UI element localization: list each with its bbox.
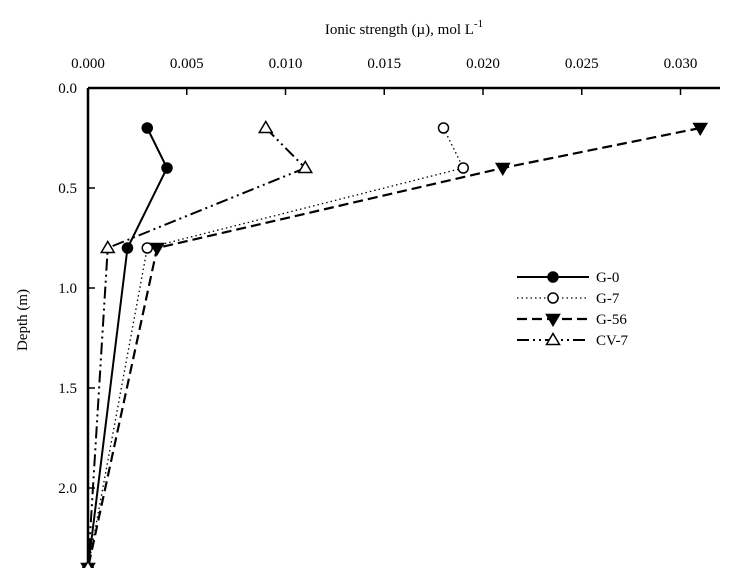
x-tick-label: 0.010 (269, 56, 303, 72)
x-tick-label: 0.015 (367, 56, 401, 72)
axes (86, 86, 720, 568)
x-tick-label: 0.005 (170, 56, 204, 72)
data-point (457, 162, 469, 174)
legend-marker (545, 313, 561, 327)
data-point (161, 162, 173, 174)
x-axis-title-superscript: -1 (474, 18, 483, 30)
x-tick-label: 0.000 (71, 56, 105, 72)
legend-marker (547, 271, 559, 283)
legend: G-0 G-7 G-56 CV-7 (517, 270, 628, 349)
y-tick-label: 0.0 (58, 81, 77, 97)
data-point (149, 242, 165, 256)
series-line (86, 126, 701, 568)
legend-item: G-7 (517, 291, 620, 307)
x-tick-label: 0.020 (466, 56, 500, 72)
x-ticks: 0.000 0.005 0.010 0.015 0.020 0.025 0.030 (71, 56, 697, 95)
y-tick-label: 1.0 (58, 281, 77, 297)
x-tick-label: 0.025 (565, 56, 599, 72)
series-cv-7 (83, 120, 314, 568)
data-point (141, 242, 153, 254)
series-g-0 (82, 122, 173, 568)
data-point (494, 162, 511, 176)
series-line (87, 127, 169, 568)
data-point (83, 560, 93, 568)
series-line (87, 127, 465, 568)
legend-label: G-7 (596, 291, 620, 307)
y-tick-label: 1.5 (58, 381, 77, 397)
legend-marker (545, 332, 561, 346)
data-point (121, 242, 134, 254)
data-point (257, 120, 274, 134)
x-axis-title: Ionic strength (µ), mol L-1 (325, 18, 483, 38)
legend-item: G-56 (517, 312, 627, 328)
legend-item: G-0 (517, 270, 619, 286)
legend-label: G-0 (596, 270, 619, 286)
data-point (99, 240, 116, 254)
data-point (437, 122, 450, 134)
legend-marker (547, 292, 559, 304)
series-line (87, 127, 308, 568)
series-g-7 (82, 122, 469, 568)
data-point (297, 160, 314, 174)
data-point (141, 122, 153, 134)
legend-label: G-56 (596, 312, 627, 328)
legend-label: CV-7 (596, 333, 628, 349)
series-layer (80, 120, 709, 568)
y-ticks: 0.0 0.5 1.0 1.5 2.0 (58, 81, 95, 497)
y-tick-label: 0.5 (58, 181, 77, 197)
data-point (692, 122, 709, 136)
y-tick-label: 2.0 (58, 481, 77, 497)
legend-item: CV-7 (517, 332, 628, 349)
x-tick-label: 0.030 (664, 56, 698, 72)
x-axis-title-main: Ionic strength (µ), mol L (325, 22, 474, 38)
y-axis-title: Depth (m) (15, 289, 31, 351)
